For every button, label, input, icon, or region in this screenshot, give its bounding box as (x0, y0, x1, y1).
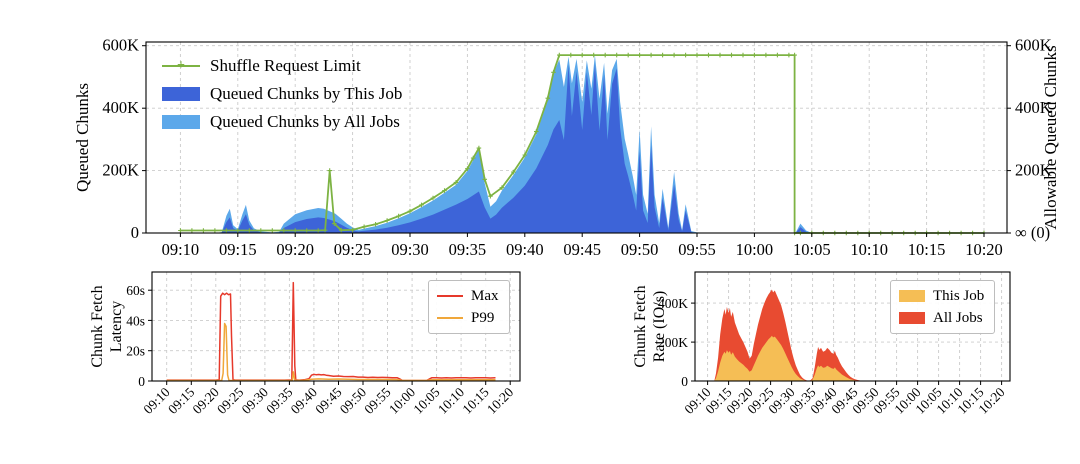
y-tick-label: 0 (138, 374, 145, 389)
x-tick-label: 10:20 (965, 240, 1003, 259)
x-tick-label: 09:30 (765, 384, 798, 417)
x-tick-label: 10:20 (484, 384, 517, 417)
latency-chart-legend: Max P99 (428, 280, 510, 334)
y-axis-title-right: Allowable Queued Chunks (1041, 45, 1060, 229)
x-tick-label: 09:55 (678, 240, 716, 259)
x-tick-label: 10:15 (908, 240, 946, 259)
x-tick-label: 09:25 (744, 384, 777, 417)
y-tick-label: 20s (126, 344, 145, 359)
x-tick-label: 09:40 (807, 384, 840, 417)
limit-line-swatch: + (162, 59, 200, 73)
y-axis-title: Rate (IO/s) (651, 291, 668, 363)
x-tick-label: 09:55 (361, 384, 394, 417)
x-tick-label: 09:10 (162, 240, 200, 259)
y-axis-title: Chunk Fetch (89, 285, 106, 367)
y-tick-label: 0 (131, 223, 139, 242)
legend-item-p99: P99 (437, 307, 499, 329)
y-axis-title: Chunk Fetch (632, 285, 649, 367)
x-tick-label: 09:20 (276, 240, 314, 259)
y-tick-label: 200K (102, 161, 139, 180)
x-tick-label: 09:50 (621, 240, 659, 259)
x-tick-label: 10:05 (793, 240, 831, 259)
y-tick-label: 400K (102, 98, 139, 117)
queued-chart-legend: + Shuffle Request Limit Queued Chunks by… (162, 52, 402, 136)
x-tick-label: 10:20 (975, 384, 1008, 417)
x-tick-label: 09:15 (165, 384, 198, 417)
x-tick-label: 09:45 (312, 384, 345, 417)
y-tick-label: 400K (658, 296, 688, 311)
rate-all-jobs-patch-swatch (899, 312, 925, 324)
rate-this-job-patch-swatch (899, 290, 925, 302)
legend-label: P99 (471, 309, 495, 326)
y-tick-label-right: 200K (1015, 161, 1052, 180)
plus-marker-icon: + (177, 58, 185, 73)
legend-item-queued-this-job: Queued Chunks by This Job (162, 80, 402, 108)
this-job-patch-swatch (162, 87, 200, 101)
legend-label: Shuffle Request Limit (210, 56, 361, 75)
x-tick-label: 09:10 (140, 384, 173, 417)
p99-line-swatch (437, 317, 463, 319)
x-tick-label: 09:20 (723, 384, 756, 417)
x-tick-label: 10:10 (435, 384, 468, 417)
x-tick-label: 09:30 (391, 240, 429, 259)
x-tick-label: 09:20 (190, 384, 223, 417)
y-tick-label: 0 (681, 374, 688, 389)
x-tick-label: 10:00 (386, 384, 419, 417)
x-tick-label: 09:15 (219, 240, 257, 259)
x-tick-label: 09:10 (681, 384, 714, 417)
y-tick-label: 200K (658, 335, 688, 350)
y-tick-label: 600K (102, 36, 139, 55)
y-tick-label: 60s (126, 283, 145, 298)
y-axis-title: Latency (108, 301, 125, 353)
x-tick-label: 09:40 (506, 240, 544, 259)
x-tick-label: 09:15 (702, 384, 735, 417)
x-tick-label: 10:15 (954, 384, 987, 417)
legend-label: Queued Chunks by This Job (210, 84, 403, 103)
x-tick-label: 10:05 (912, 384, 945, 417)
x-tick-label: 09:25 (334, 240, 372, 259)
legend-item-max: Max (437, 285, 499, 307)
legend-label: This Job (933, 287, 985, 304)
legend-item-shuffle-request-limit: + Shuffle Request Limit (162, 52, 402, 80)
y-tick-label-right: 400K (1015, 98, 1052, 117)
max-line-swatch (437, 295, 463, 297)
x-tick-label: 09:45 (828, 384, 861, 417)
legend-label: All Jobs (933, 309, 983, 326)
area-rate-this-job (707, 335, 1002, 381)
legend-label: Max (471, 287, 499, 304)
all-jobs-patch-swatch (162, 115, 200, 129)
y-axis-title: Queued Chunks (73, 83, 92, 192)
x-tick-label: 09:45 (563, 240, 601, 259)
x-tick-label: 09:55 (870, 384, 903, 417)
y-tick-label-right: ∞ (0) (1015, 223, 1050, 242)
rate-chart-legend: This Job All Jobs (890, 280, 996, 334)
x-tick-label: 09:35 (263, 384, 296, 417)
y-tick-label-right: 600K (1015, 36, 1052, 55)
x-tick-label: 10:05 (410, 384, 443, 417)
chunk-fetch-rate-chart: 09:1009:1509:2009:2509:3009:3509:4009:45… (632, 271, 1011, 417)
x-tick-label: 09:40 (288, 384, 321, 417)
x-tick-label: 10:10 (850, 240, 888, 259)
legend-item-rate-all-jobs: All Jobs (899, 307, 984, 329)
y-tick-label: 40s (126, 313, 145, 328)
x-tick-label: 10:00 (736, 240, 774, 259)
legend-item-rate-this-job: This Job (899, 285, 984, 307)
x-tick-label: 10:15 (459, 384, 492, 417)
legend-item-queued-all-jobs: Queued Chunks by All Jobs (162, 108, 402, 136)
x-tick-label: 09:50 (337, 384, 370, 417)
x-tick-label: 09:35 (449, 240, 487, 259)
x-tick-label: 09:35 (786, 384, 819, 417)
x-tick-label: 09:50 (849, 384, 882, 417)
x-tick-label: 09:25 (214, 384, 247, 417)
x-tick-label: 10:00 (891, 384, 924, 417)
x-tick-label: 09:30 (239, 384, 272, 417)
legend-label: Queued Chunks by All Jobs (210, 112, 400, 131)
x-tick-label: 10:10 (933, 384, 966, 417)
